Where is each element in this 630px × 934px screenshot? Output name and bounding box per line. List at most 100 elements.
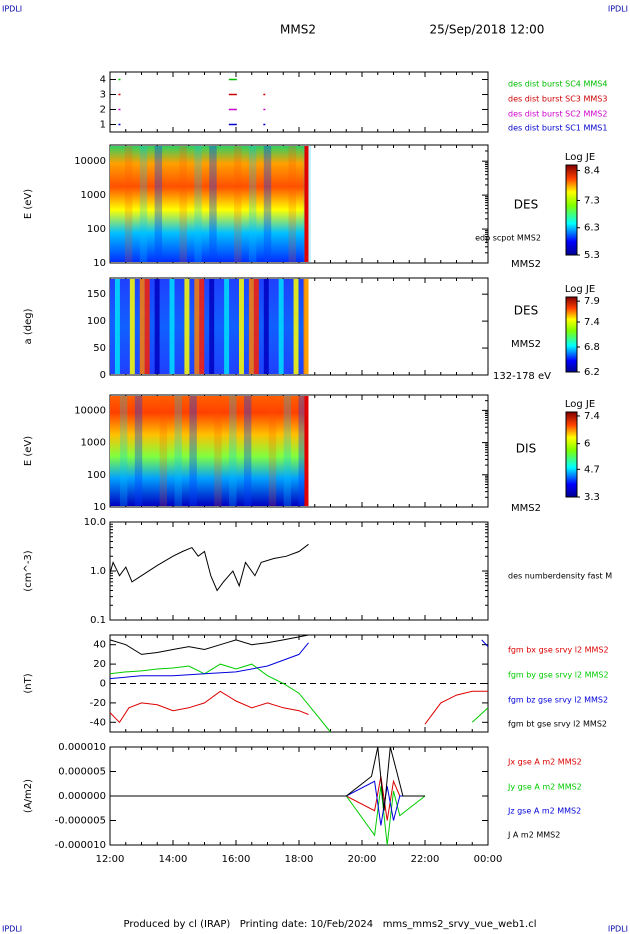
y-tick-label: 50	[93, 343, 106, 354]
y-tick-label: 1000	[81, 190, 106, 201]
panel-label: DES	[514, 304, 538, 318]
colorbar	[565, 296, 578, 373]
colorbar-tick-label: 6.3	[584, 223, 600, 234]
y-tick-label: -40	[90, 717, 106, 728]
y-axis-label: (nT)	[23, 673, 34, 693]
colorbar-tick-label: 8.4	[584, 165, 600, 176]
y-axis-label: E (eV)	[23, 189, 34, 219]
y-tick-label: 1.0	[90, 566, 106, 577]
y-tick-label: 4	[100, 75, 106, 86]
spectrogram-strip	[159, 396, 168, 506]
spectrogram-strip	[263, 146, 272, 262]
y-tick-label: 10000	[74, 156, 106, 167]
y-tick-label: 0.1	[90, 615, 106, 626]
legend-entry: des dist burst SC1 MMS1	[508, 124, 607, 133]
spectrogram-strip	[114, 279, 120, 374]
spectrogram-strip	[184, 279, 190, 374]
legend-entry: fgm by gse srvy l2 MMS2	[508, 671, 609, 680]
spectrogram-strip	[283, 396, 292, 506]
data-line	[110, 786, 426, 846]
y-tick-label: 20	[93, 659, 106, 670]
spectrogram-strip	[129, 279, 135, 374]
spectrogram-strip	[248, 146, 257, 262]
data-line	[109, 690, 488, 725]
spectrogram-strip	[189, 396, 197, 506]
spectrogram-strip	[278, 279, 284, 374]
y-tick-label: 3	[100, 90, 106, 101]
y-axis-label: E (eV)	[23, 436, 34, 466]
y-tick-label: 40	[93, 640, 106, 651]
spectrogram-strip	[248, 279, 254, 374]
y-tick-label: 0.000000	[58, 791, 106, 802]
spectrogram-strip	[194, 146, 202, 262]
x-tick-label: 00:00	[474, 854, 503, 865]
spectrogram-image	[110, 279, 309, 374]
y-tick-label: 10	[93, 502, 106, 513]
data-line	[110, 746, 425, 811]
y-tick-label: 150	[87, 289, 106, 300]
spectrogram	[110, 396, 309, 506]
y-tick-label: 0	[100, 370, 106, 381]
footer: Produced by cl (IRAP) Printing date: 10/…	[123, 919, 536, 930]
legend-entry: Jz gse A m2 MMS2	[507, 807, 581, 816]
corner-label: IPDLI	[2, 5, 22, 14]
x-tick-label: 20:00	[348, 854, 377, 865]
y-tick-label: 10	[93, 258, 106, 269]
spectrogram-image	[110, 396, 309, 506]
colorbar-tick-label: 5.3	[584, 250, 600, 261]
panel-label: MMS2	[511, 259, 541, 270]
colorbar-tick-label: 6.2	[584, 367, 600, 378]
corner-label: IPDLI	[608, 5, 628, 14]
spectrogram-strip	[238, 279, 244, 374]
y-tick-label: 10.0	[84, 517, 106, 528]
spectrogram-strip	[268, 396, 277, 506]
spectrogram-edge	[304, 146, 309, 262]
colorbar-tick-label: 7.3	[584, 195, 600, 206]
panel-label: MMS2	[511, 503, 541, 514]
data-line	[109, 663, 489, 733]
spectrogram-strip	[214, 396, 222, 506]
spectrogram-strip	[199, 279, 205, 374]
data-line	[109, 543, 309, 592]
panel-label: DIS	[516, 442, 536, 456]
spectrogram-strip	[139, 279, 145, 374]
x-tick-label: 18:00	[285, 854, 314, 865]
y-tick-label: 0.000010	[58, 742, 106, 753]
legend-entry: fgm bx gse srvy l2 MMS2	[508, 646, 609, 655]
panel-label: MMS2	[511, 339, 541, 350]
y-tick-label: -20	[90, 698, 106, 709]
date-title: 25/Sep/2018 12:00	[430, 23, 545, 37]
colorbar-tick-label: 7.9	[584, 296, 600, 307]
spectrogram-strip	[154, 279, 160, 374]
spectrogram-strip	[194, 279, 200, 374]
spectrogram-strip	[263, 279, 269, 374]
spectrogram-strip	[174, 396, 182, 506]
legend-entry: fgm bt gse srvy l2 MMS2	[508, 720, 607, 729]
spectrogram	[110, 146, 309, 262]
legend-entry: des numberdensity fast M	[508, 572, 612, 581]
spectrogram-strip	[144, 279, 150, 374]
spectrogram-strip	[179, 146, 187, 262]
data-line	[110, 776, 425, 821]
legend-entry: des dist burst SC3 MMS3	[508, 95, 607, 104]
spectrogram-image	[110, 146, 311, 262]
y-axis-label: a (deg)	[23, 308, 34, 344]
x-tick-label: 14:00	[159, 854, 188, 865]
spectrogram-strip	[119, 396, 128, 506]
colorbar-tick-label: 7.4	[584, 317, 600, 328]
data-line	[110, 780, 425, 826]
spectrogram-strip	[134, 396, 143, 506]
legend-entry: des dist burst SC2 MMS2	[508, 110, 607, 119]
colorbar-tick-label: 6	[584, 439, 590, 450]
y-tick-label: 0.000005	[58, 767, 106, 778]
spectrogram-strip	[243, 396, 252, 506]
y-axis-label: (cm^-3)	[23, 550, 34, 591]
y-tick-label: 1000	[81, 438, 106, 449]
data-line	[109, 634, 309, 655]
colorbar	[565, 164, 578, 256]
spectrogram-strip	[169, 279, 175, 374]
spacecraft-title: MMS2	[280, 23, 316, 37]
corner-label: IPDLI	[2, 925, 22, 934]
legend-entry: Jy gse A m2 MMS2	[507, 783, 582, 792]
